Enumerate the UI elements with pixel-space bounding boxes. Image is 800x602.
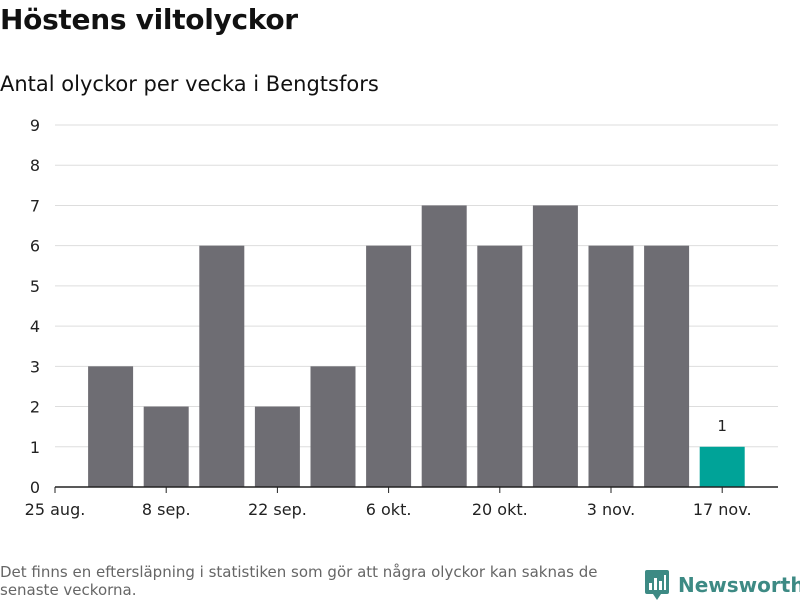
bar-v41 (366, 245, 412, 487)
bar-v45 (588, 245, 634, 487)
y-tick-label: 9 (30, 116, 40, 135)
x-tick-label: 17 nov. (693, 500, 752, 519)
bar-v37 (143, 406, 189, 487)
y-tick-label: 4 (30, 317, 40, 336)
bar-v38 (199, 245, 245, 487)
bar-chart: 0 1 2 3 4 5 6 7 8 9 1 25 aug. 8 sep. 22 sep. 6 okt. 20 … (25, 116, 778, 519)
x-tick-label: 22 sep. (248, 500, 307, 519)
footnote: Det finns en eftersläpning i statistiken… (0, 563, 598, 599)
bar-v46 (644, 245, 690, 487)
bar-v39 (254, 406, 300, 487)
bar-v42 (421, 205, 467, 487)
y-tick-label: 2 (30, 398, 40, 417)
chart-title: Höstens viltolyckor (0, 3, 298, 36)
bar-v44 (532, 205, 578, 487)
bar-v40 (310, 366, 356, 487)
brand-name: Newsworthy (678, 573, 800, 597)
x-tick-label: 8 sep. (142, 500, 191, 519)
chart-subtitle: Antal olyckor per vecka i Bengtsfors (0, 72, 379, 96)
data-label: 1 (717, 417, 727, 435)
x-tick-label: 20 okt. (472, 500, 528, 519)
y-tick-label: 6 (30, 237, 40, 256)
y-tick-label: 1 (30, 438, 40, 457)
x-tick-label: 6 okt. (366, 500, 412, 519)
y-tick-label: 3 (30, 357, 40, 376)
brand[interactable]: Newsworthy (644, 568, 800, 602)
y-tick-label: 5 (30, 277, 40, 296)
x-tick-label: 25 aug. (25, 500, 86, 519)
y-tick-label: 8 (30, 156, 40, 175)
bar-v43 (477, 245, 523, 487)
bar-v47 (699, 446, 745, 487)
newsworthy-logo-icon (645, 570, 669, 600)
x-tick-label: 3 nov. (587, 500, 636, 519)
y-tick-label: 7 (30, 196, 40, 215)
y-tick-label: 0 (30, 478, 40, 497)
bar-v36 (88, 366, 134, 487)
